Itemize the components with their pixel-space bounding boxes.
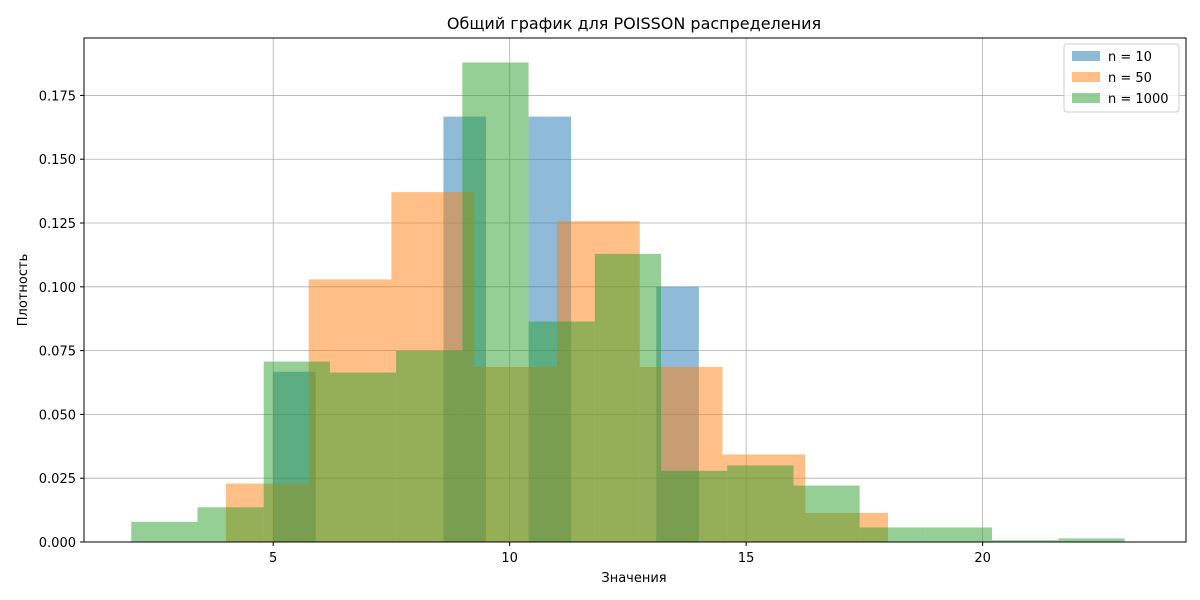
y-tick-label: 0.000 bbox=[39, 536, 76, 551]
y-tick-label: 0.150 bbox=[39, 153, 76, 168]
legend-swatch bbox=[1072, 51, 1100, 61]
histogram-bar bbox=[925, 527, 993, 542]
y-tick-label: 0.100 bbox=[39, 281, 76, 296]
x-tick-label: 10 bbox=[501, 551, 518, 566]
y-tick-label: 0.025 bbox=[39, 472, 76, 487]
plot-area: 5 10 15 20 0.000 0.025 0.050 0.075 0.100 0.125 0.1… bbox=[39, 37, 1187, 566]
legend-label: n = 10 bbox=[1108, 50, 1152, 65]
histogram-bar bbox=[594, 253, 662, 543]
axes-frame bbox=[83, 37, 1187, 543]
histogram-bar bbox=[263, 361, 330, 542]
legend-swatch bbox=[1072, 93, 1100, 103]
legend-label: n = 1000 bbox=[1108, 92, 1168, 107]
y-tick-label: 0.075 bbox=[39, 345, 76, 360]
x-tick-label: 20 bbox=[974, 551, 991, 566]
histogram-bar bbox=[661, 470, 728, 542]
legend-label: n = 50 bbox=[1108, 71, 1152, 86]
histogram-bar bbox=[197, 507, 264, 542]
histogram-bar bbox=[131, 521, 198, 542]
legend-swatch bbox=[1072, 72, 1100, 82]
y-axis-label: Плотность bbox=[16, 254, 31, 326]
chart-title: Общий график для POISSON распределения bbox=[447, 14, 821, 33]
histogram-bar bbox=[727, 465, 794, 542]
bars-layer bbox=[131, 62, 1125, 543]
histogram-bar bbox=[992, 540, 1059, 542]
legend: n = 10 n = 50 n = 1000 bbox=[1063, 43, 1180, 113]
y-tick-label: 0.175 bbox=[39, 89, 76, 104]
histogram-bar bbox=[329, 372, 397, 542]
histogram-bar bbox=[396, 350, 463, 542]
x-tick-label: 15 bbox=[738, 551, 755, 566]
x-tick-label: 5 bbox=[269, 551, 277, 566]
ticks-layer: 5 10 15 20 0.000 0.025 0.050 0.075 0.100 0.125 0.1… bbox=[39, 89, 991, 566]
y-tick-label: 0.050 bbox=[39, 408, 76, 423]
histogram-bar bbox=[859, 527, 926, 542]
y-tick-label: 0.125 bbox=[39, 217, 76, 232]
histogram-bar bbox=[793, 485, 860, 542]
histogram-bar bbox=[1058, 538, 1125, 542]
x-axis-label: Значения bbox=[601, 571, 666, 586]
histogram-bar bbox=[462, 62, 529, 542]
histogram-bar bbox=[528, 321, 595, 542]
